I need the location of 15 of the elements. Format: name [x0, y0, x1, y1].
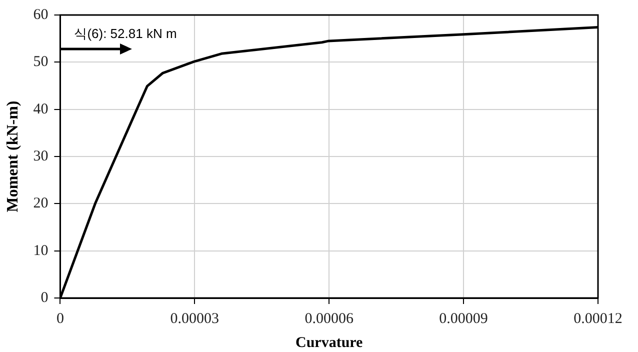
y-tick-label: 60 [33, 6, 48, 23]
x-tick-label: 0.00012 [574, 310, 622, 327]
y-tick-label: 10 [33, 242, 48, 259]
y-tick-label: 0 [40, 290, 48, 306]
y-tick-label: 50 [33, 54, 48, 70]
x-tick-label: 0 [56, 310, 64, 327]
annotation: 식(6): 52.81 kN m [74, 26, 177, 42]
y-tick-label: 20 [33, 196, 48, 212]
y-tick-label: 40 [33, 101, 48, 118]
x-tick-label: 0.00006 [304, 310, 354, 327]
x-axis-title: Curvature [295, 334, 364, 351]
y-tick-label: 30 [33, 148, 48, 164]
x-tick-label: 0.00003 [170, 310, 220, 327]
y-axis-title: Moment (kN-m) [4, 100, 22, 212]
x-tick-label: 0.00009 [439, 310, 488, 327]
